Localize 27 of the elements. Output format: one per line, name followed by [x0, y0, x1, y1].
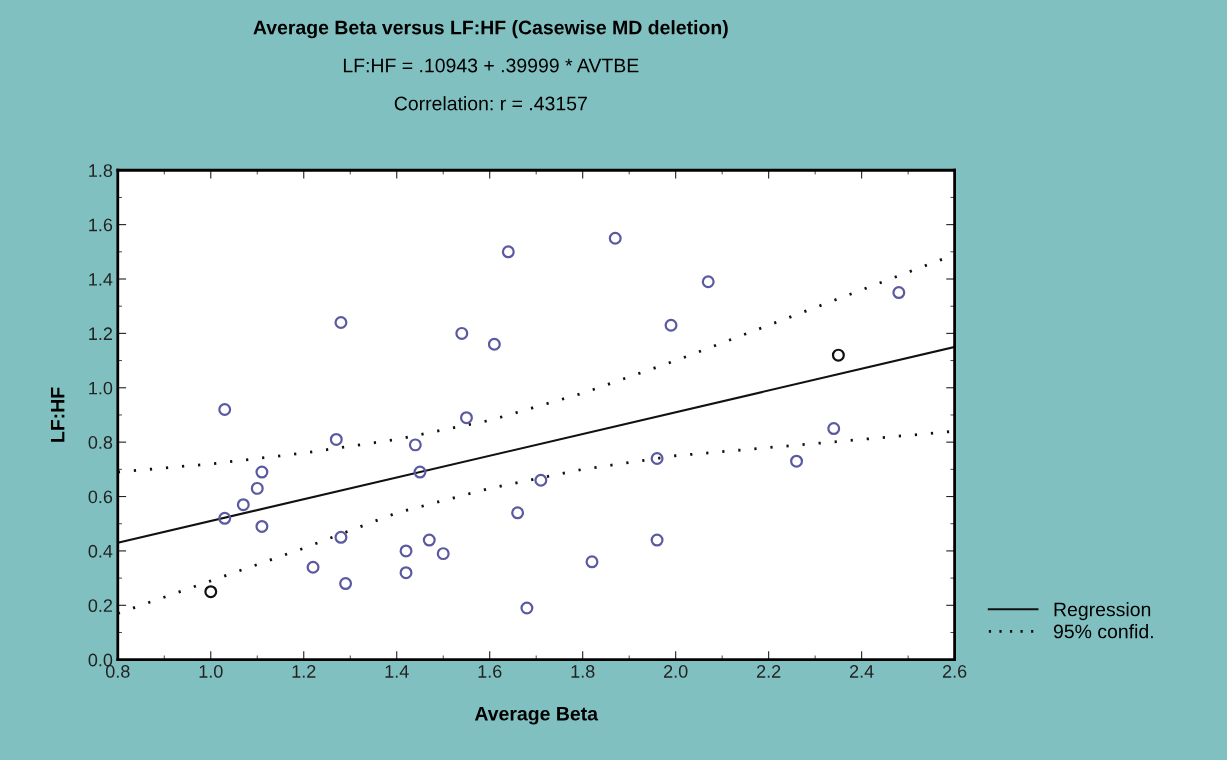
y-tick-label: 0.2 [88, 599, 113, 613]
x-tick-label: 2.6 [942, 665, 967, 678]
y-tick-label: 0.0 [88, 653, 113, 667]
y-axis-title: LF:HF [50, 387, 65, 442]
x-axis-title: Average Beta [474, 707, 599, 725]
x-tick-label: 2.0 [664, 665, 688, 678]
chart-subtitle: LF:HF = .10943 + .39999 * AVTBE [343, 58, 639, 73]
x-tick-label: 2.2 [757, 665, 781, 678]
legend-label: 95% confid. [1053, 624, 1153, 639]
text: Correlation: r = .43157 [394, 96, 587, 111]
x-tick-label: 1.6 [478, 665, 502, 678]
y-tick-label: 1.4 [89, 273, 113, 286]
x-tick-label: 2.4 [849, 665, 874, 678]
y-tick-label: 1.6 [89, 218, 113, 232]
y-tick-label: 1.8 [89, 164, 113, 177]
y-tick-label: 0.8 [88, 436, 113, 449]
x-tick-label: 1.4 [385, 665, 409, 678]
y-tick-label: 1.0 [89, 381, 113, 395]
x-tick-label: 1.2 [292, 665, 316, 678]
x-tick-label: 0.8 [105, 665, 130, 678]
y-tick-label: 0.6 [88, 490, 113, 504]
y-tick-label: 1.2 [89, 327, 113, 340]
legend-label: Regression [1054, 602, 1151, 621]
chart-title: Average Beta versus LF:HF (Casewise MD deletion) [253, 20, 728, 39]
x-tick-label: 1.0 [199, 665, 223, 678]
x-tick-label: 1.8 [571, 665, 595, 678]
y-tick-label: 0.4 [88, 544, 113, 558]
